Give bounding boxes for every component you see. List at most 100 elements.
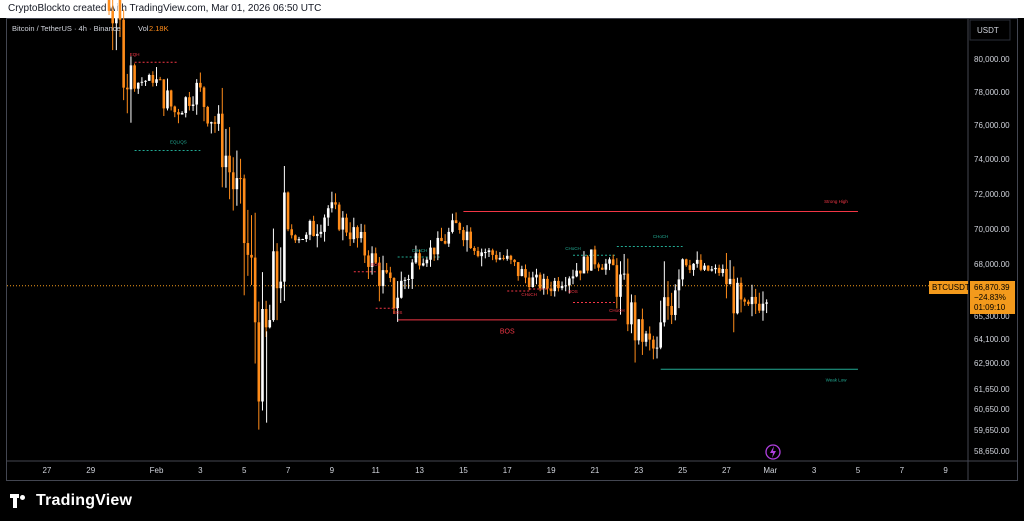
candle-body xyxy=(315,233,319,237)
candle-body xyxy=(129,65,133,90)
candle-body xyxy=(341,217,345,230)
candle-body xyxy=(754,296,757,304)
structure-label: Weak Low xyxy=(826,378,848,383)
price-tick-label: 64,100.00 xyxy=(974,335,1010,344)
structure-label: BOS xyxy=(371,262,381,267)
candle-body xyxy=(721,268,725,273)
candle-body xyxy=(326,208,330,218)
candle-body xyxy=(695,259,699,264)
price-chart[interactable]: EQH EQLIQS BOS CHoCH BOS BOS CHoCH CHoCH CHoCH CH… xyxy=(0,0,1024,481)
axis-frame xyxy=(7,19,1018,481)
candle-body xyxy=(403,279,407,281)
candle-body xyxy=(684,259,688,266)
currency-button[interactable] xyxy=(969,19,1011,41)
candle-body xyxy=(637,319,641,341)
chart-credit-text: CryptoBlockto created with TradingView.c… xyxy=(8,3,322,14)
candle-body xyxy=(750,296,754,305)
candle-body xyxy=(378,262,381,287)
candle-body xyxy=(648,333,652,340)
candle-body xyxy=(264,308,268,328)
candle-body xyxy=(538,274,542,289)
candle-body xyxy=(487,250,491,253)
candle-body xyxy=(359,231,363,239)
structure-label: CHoCH xyxy=(609,308,625,313)
candle-body xyxy=(579,270,582,274)
candle-body xyxy=(180,112,184,115)
time-axis[interactable]: 27 29 Feb 3 5 7 9 11 13 15 17 19 21 23 25 27 Mar 3 5 7 9 xyxy=(42,466,948,475)
symbol-title: Bitcoin / TetherUS · 4h · Binance xyxy=(12,24,121,33)
candle-body xyxy=(239,178,242,180)
structure-label: EQLIQS xyxy=(170,140,187,145)
candle-body xyxy=(436,237,440,255)
date-tick-label: 11 xyxy=(372,466,381,475)
candle-body xyxy=(191,104,195,106)
candle-body xyxy=(531,277,535,287)
candle-body xyxy=(692,263,695,270)
candle-body xyxy=(655,347,659,349)
candle-body xyxy=(228,155,231,173)
brand-name: TradingView xyxy=(36,492,133,509)
date-tick-label: Feb xyxy=(150,466,164,475)
candle-body xyxy=(681,259,684,280)
candle-body xyxy=(275,251,279,289)
candle-body xyxy=(677,279,681,291)
tradingview-mark-icon xyxy=(10,494,32,508)
candle-body xyxy=(652,339,655,349)
candle-body xyxy=(253,257,257,323)
price-tag xyxy=(970,281,1015,314)
candle-body xyxy=(717,267,721,273)
candle-body xyxy=(480,252,483,257)
price-tick-label: 60,650.00 xyxy=(974,405,1010,414)
candle-body xyxy=(111,10,114,24)
candle-body xyxy=(115,0,118,24)
date-tick-label: 5 xyxy=(242,466,247,475)
date-tick-label: 9 xyxy=(330,466,335,475)
candle-body xyxy=(432,247,436,255)
candle-body xyxy=(765,302,768,304)
candle-body xyxy=(520,269,524,277)
candle-body xyxy=(633,302,637,341)
candle-body xyxy=(564,285,567,287)
bar-countdown-text: 01:09:10 xyxy=(974,303,1006,312)
candle-body xyxy=(725,268,728,285)
chart-frame[interactable] xyxy=(6,18,1018,481)
candle-body xyxy=(290,229,293,236)
candle-body xyxy=(600,267,604,270)
candle-body xyxy=(703,265,706,270)
candle-body xyxy=(688,265,692,270)
candle-body xyxy=(516,262,520,277)
tradingview-logo[interactable]: TradingView xyxy=(10,489,132,513)
candle-body xyxy=(155,79,158,83)
candle-body xyxy=(589,249,593,271)
price-tick-label: 58,650.00 xyxy=(974,447,1010,456)
candle-body xyxy=(524,269,527,278)
candle-body xyxy=(714,267,717,270)
price-tick-label: 70,000.00 xyxy=(974,225,1010,234)
structure-label: BOS xyxy=(393,310,403,315)
candle-body xyxy=(593,249,597,265)
candle-body xyxy=(348,232,352,240)
date-tick-label: 29 xyxy=(86,466,95,475)
candle-body xyxy=(370,253,374,267)
candle-body xyxy=(392,278,396,309)
alert-icon[interactable] xyxy=(765,444,781,460)
candle-body xyxy=(169,90,173,107)
structure-label: Strong High xyxy=(824,199,848,204)
candle-body xyxy=(199,82,202,88)
price-axis[interactable]: 80,000.00 78,000.00 76,000.00 74,000.00 72,0… xyxy=(974,55,1010,456)
candle-body xyxy=(582,256,586,274)
candle-body xyxy=(385,270,388,273)
candle-body xyxy=(699,259,703,270)
candle-body xyxy=(261,308,264,402)
candle-body xyxy=(462,230,465,241)
candle-body xyxy=(158,79,162,81)
candle-body xyxy=(195,82,199,105)
candle-body xyxy=(363,231,367,256)
candle-body xyxy=(429,247,432,260)
currency-label: USDT xyxy=(977,26,999,35)
date-tick-label: 7 xyxy=(286,466,291,475)
candle-body xyxy=(136,82,140,89)
price-tick-label: 62,900.00 xyxy=(974,359,1010,368)
candle-body xyxy=(235,178,239,190)
candle-body xyxy=(641,319,644,342)
